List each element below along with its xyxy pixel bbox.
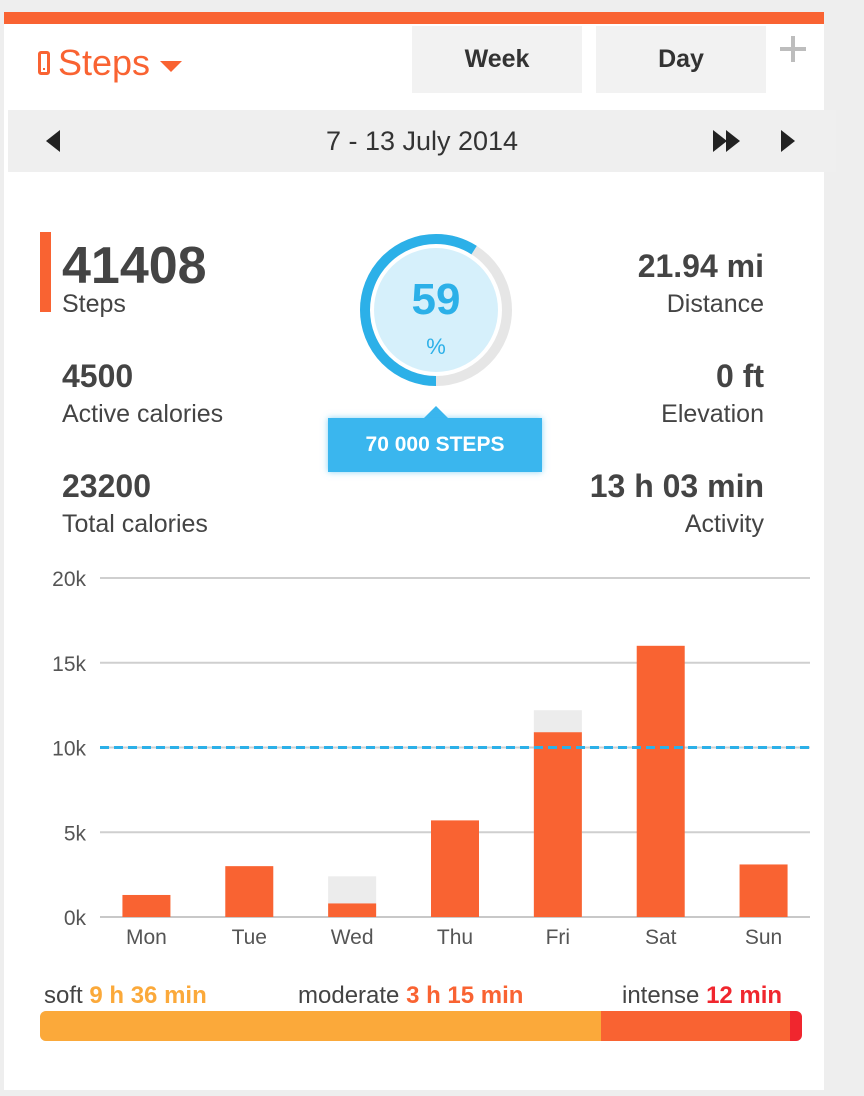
goal-progress-ring — [360, 234, 512, 386]
metric-label: Steps — [58, 42, 151, 83]
goal-badge-pointer — [424, 406, 448, 418]
bar-fri — [533, 732, 582, 917]
y-tick-label: 5k — [64, 822, 87, 845]
moderate-label: moderate — [298, 982, 400, 1009]
triangle-left-icon[interactable] — [46, 130, 60, 152]
moderate-activity: moderate 3 h 15 min — [298, 982, 523, 1010]
x-tick-label: Thu — [437, 926, 473, 949]
fast-forward-icon[interactable] — [713, 130, 743, 152]
date-navigator: 7 - 13 July 2014 — [8, 110, 836, 172]
metric-selector[interactable]: Steps — [38, 38, 183, 88]
goal-badge: 70 000 STEPS — [328, 418, 542, 472]
date-range: 7 - 13 July 2014 — [325, 126, 519, 156]
intense-activity: intense 12 min — [622, 982, 782, 1010]
elevation-label: Elevation — [661, 400, 764, 428]
distance-label: Distance — [666, 290, 764, 318]
plus-icon[interactable] — [780, 36, 806, 62]
caret-down-icon — [160, 60, 183, 72]
steps-bar-chart: 0k 5k 10k 15k 20k Mon Tue Wed Thu Fri Sat Sun — [52, 568, 810, 949]
distance-value: 21.94 mi — [637, 248, 764, 284]
activity-intensity-bar — [40, 1011, 802, 1041]
activity-label: Activity — [684, 510, 764, 538]
elevation-value: 0 ft — [716, 358, 764, 394]
x-tick-label: Fri — [546, 926, 571, 949]
phone-icon — [38, 51, 50, 75]
steps-indicator-bar — [40, 232, 51, 312]
y-tick-label: 15k — [52, 653, 86, 676]
intense-segment — [790, 1011, 802, 1041]
intense-label: intense — [622, 982, 700, 1009]
moderate-value: 3 h 15 min — [406, 982, 524, 1009]
bar-sun — [739, 864, 788, 917]
steps-value: 41408 — [62, 237, 207, 295]
soft-label: soft — [44, 982, 83, 1009]
bar-tue — [225, 866, 274, 917]
x-tick-label: Tue — [232, 926, 267, 949]
intense-value: 12 min — [706, 982, 783, 1009]
y-tick-label: 10k — [52, 738, 86, 761]
bar-sat — [636, 645, 685, 917]
bar-thu — [431, 820, 479, 917]
bar-wed — [328, 903, 377, 917]
x-tick-label: Sun — [745, 926, 782, 949]
x-tick-label: Mon — [126, 926, 167, 949]
active-calories-label: Active calories — [62, 400, 224, 428]
bar-mon — [122, 894, 171, 917]
active-calories-value: 4500 — [62, 358, 134, 394]
activity-value: 13 h 03 min — [589, 468, 764, 504]
x-tick-label: Wed — [331, 926, 374, 949]
triangle-right-icon[interactable] — [781, 130, 795, 152]
total-calories-label: Total calories — [62, 510, 208, 538]
tab-week[interactable]: Week — [412, 26, 582, 93]
moderate-segment — [600, 1011, 791, 1041]
tab-day[interactable]: Day — [596, 26, 766, 93]
soft-activity: soft 9 h 36 min — [44, 982, 207, 1010]
y-tick-label: 20k — [52, 568, 86, 591]
soft-value: 9 h 36 min — [89, 982, 207, 1009]
total-calories-value: 23200 — [62, 468, 151, 504]
goal-percent: 59 — [411, 275, 461, 324]
goal-percent-symbol: % — [426, 334, 446, 359]
soft-segment — [40, 1011, 601, 1041]
x-tick-label: Sat — [645, 926, 677, 949]
y-tick-label: 0k — [64, 907, 87, 930]
steps-label: Steps — [62, 290, 126, 318]
